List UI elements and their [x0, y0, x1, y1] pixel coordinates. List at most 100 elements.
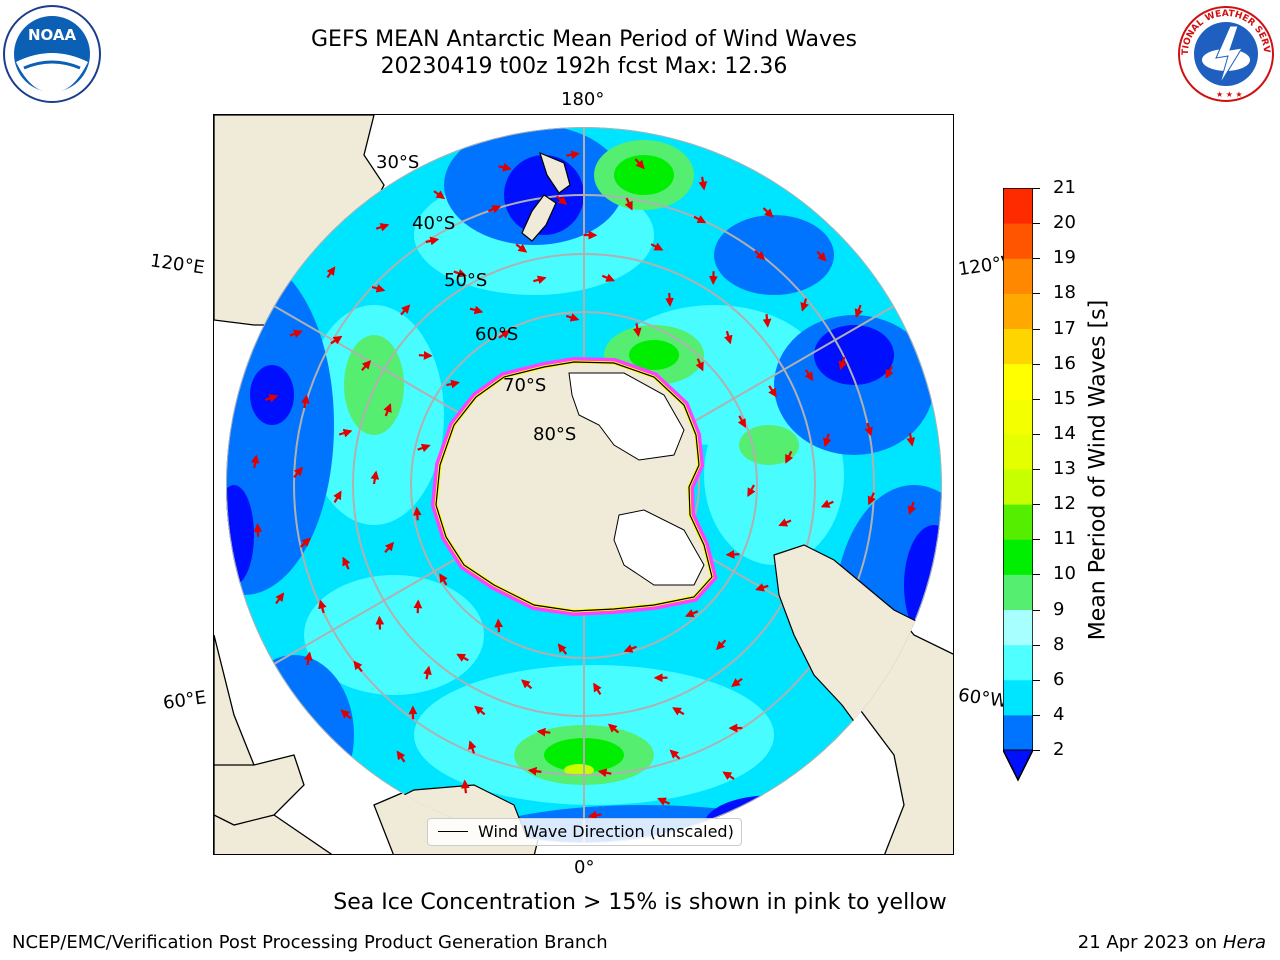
wind-wave-arrow [566, 150, 581, 160]
colorbar-frame [1002, 187, 1034, 782]
colorbar-tick-mark [1033, 504, 1040, 506]
wind-wave-arrow [804, 369, 814, 382]
colorbar-band [1003, 679, 1033, 716]
wind-wave-arrow [838, 356, 848, 371]
wind-wave-arrow [293, 466, 303, 479]
wind-wave-arrow [527, 766, 542, 776]
wind-wave-arrow [565, 313, 580, 322]
wind-wave-arrow [665, 293, 674, 307]
wind-wave-arrow [461, 779, 470, 794]
wind-wave-arrow [370, 470, 380, 485]
colorbar-tick-label: 18 [1053, 282, 1076, 304]
wind-wave-arrow [715, 639, 727, 651]
legend-line-swatch [438, 831, 468, 832]
colorbar-band [1003, 223, 1033, 259]
wind-wave-arrow [778, 518, 792, 527]
wind-wave-arrow [820, 499, 834, 508]
colorbar-tick-mark [1033, 574, 1040, 576]
wind-wave-arrow [747, 484, 756, 498]
colorbar-tick-label: 20 [1053, 212, 1076, 234]
lat-label-40s: 40°S [412, 213, 456, 234]
colorbar-tick-label: 13 [1053, 458, 1076, 479]
lon-label-60w: 60°W [956, 684, 1009, 713]
colorbar-tick-mark [1033, 609, 1040, 611]
wind-wave-arrow [768, 385, 777, 398]
noaa-logo-text: NOAA [28, 26, 77, 44]
colorbar-band [1003, 293, 1033, 329]
colorbar-band [1003, 609, 1033, 646]
wind-wave-arrow [498, 330, 511, 339]
colorbar-tick-mark [1033, 469, 1040, 470]
wind-wave-arrow [342, 556, 351, 570]
wind-wave-arrow [533, 275, 547, 285]
colorbar-band [1003, 644, 1033, 681]
colorbar-tick-label: 12 [1053, 493, 1076, 515]
wind-wave-arrow [669, 749, 681, 760]
wind-wave-arrow [299, 537, 311, 548]
plot-title: GEFS MEAN Antarctic Mean Period of Wind … [311, 27, 857, 52]
wind-wave-arrow [330, 335, 343, 345]
colorbar-under-extension [1002, 749, 1034, 782]
wind-wave-arrow [396, 750, 406, 763]
wind-wave-arrow [456, 653, 469, 662]
wind-wave-arrow [885, 365, 894, 379]
footer-date: 21 Apr 2023 on Hera [1078, 932, 1266, 953]
colorbar-tick-mark [1033, 398, 1040, 400]
wind-wave-arrow [439, 573, 448, 586]
wind-wave-arrow [417, 443, 431, 453]
wind-wave-arrow [906, 432, 916, 447]
lon-label-180: 180° [561, 89, 605, 110]
wind-wave-arrow [340, 709, 352, 720]
new-zealand [521, 151, 571, 242]
colorbar-band [1003, 714, 1033, 751]
colorbar-tick-mark [1033, 714, 1040, 716]
wind-wave-arrow [474, 705, 486, 716]
sea-ice-note: Sea Ice Concentration > 15% is shown in … [333, 890, 947, 915]
colorbar-tick-label: 14 [1053, 422, 1076, 444]
lat-label-30s: 30°S [376, 152, 420, 173]
colorbar-tick-label: 4 [1053, 703, 1065, 725]
wind-wave-arrow [762, 207, 774, 218]
wind-wave-arrow [375, 615, 385, 630]
wind-wave-arrow [854, 304, 863, 318]
plot-subtitle: 20230419 t00z 192h fcst Max: 12.36 [380, 54, 788, 79]
wind-wave-arrow [725, 549, 740, 559]
lat-label-60s: 60°S [475, 324, 519, 345]
wind-wave-arrow [333, 490, 342, 503]
footer-date-text: 21 Apr 2023 on [1077, 932, 1223, 953]
wind-wave-arrows [250, 150, 917, 820]
wind-wave-arrow [453, 268, 467, 278]
wind-wave-arrow [326, 266, 336, 279]
legend-label: Wind Wave Direction (unscaled) [478, 822, 734, 841]
wind-wave-arrow [672, 707, 685, 716]
wind-wave-arrow [521, 679, 533, 690]
wind-wave-arrow [318, 599, 327, 614]
colorbar-tick-label: 11 [1053, 528, 1076, 550]
wind-wave-arrow [384, 541, 395, 554]
wind-wave-arrow [264, 394, 279, 403]
lon-label-60e: 60°E [161, 687, 208, 714]
wind-wave-arrow [823, 433, 832, 447]
colorbar-tick-mark [1033, 679, 1040, 681]
lon-label-0: 0° [574, 857, 595, 878]
colorbar-tick-label: 16 [1053, 352, 1076, 374]
antarctica [430, 356, 718, 617]
wind-wave-arrow [684, 609, 699, 618]
wind-wave-arrow [487, 205, 502, 214]
wind-wave-arrow [469, 305, 484, 315]
wind-wave-arrow [587, 810, 602, 820]
wind-wave-arrow [864, 422, 873, 437]
wind-wave-arrow [634, 158, 645, 170]
colorbar-band [1003, 363, 1033, 400]
wind-wave-arrow [737, 415, 747, 428]
wind-wave-arrow [650, 242, 664, 251]
wind-wave-arrow [816, 250, 827, 262]
wind-wave-arrow [624, 197, 633, 211]
wind-wave-arrow [303, 651, 313, 666]
colorbar-tick-label: 19 [1053, 247, 1076, 269]
wind-wave-arrow [338, 428, 353, 438]
wind-wave-arrow [536, 727, 551, 737]
wind-wave-arrow [762, 313, 772, 328]
colorbar-tick-mark [1033, 539, 1040, 541]
wind-wave-arrow [556, 195, 568, 206]
